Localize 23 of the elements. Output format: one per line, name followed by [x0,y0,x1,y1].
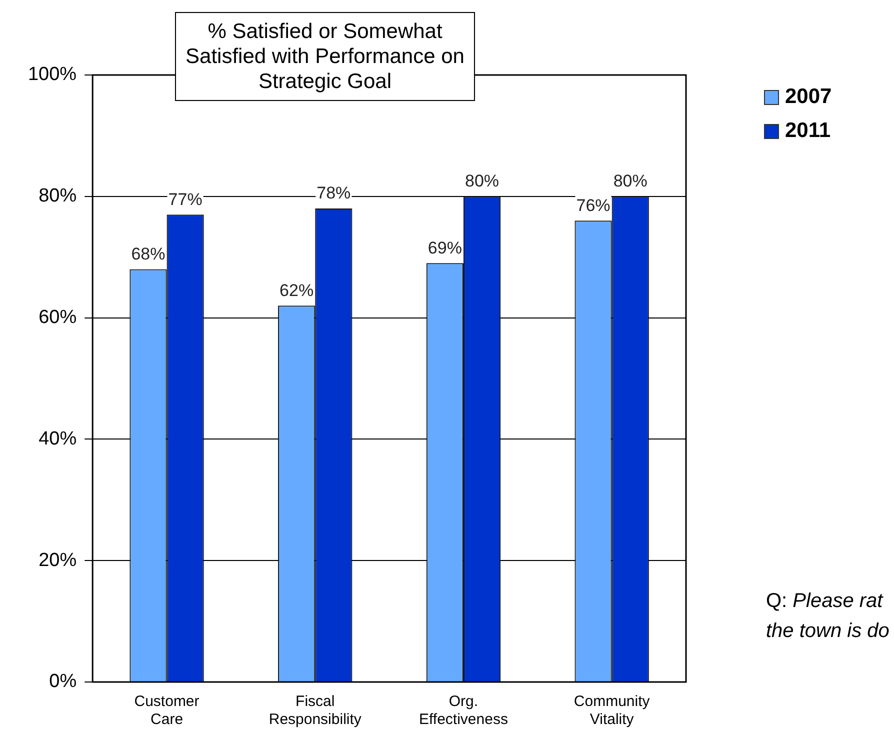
data-label: 77% [168,190,202,209]
y-tick-label: 60% [38,307,77,328]
x-tick-label: Customer Care [134,693,200,728]
data-label: 76% [576,196,610,215]
x-tick-label: Fiscal Responsibility [268,693,362,728]
data-label: 69% [428,238,462,258]
y-tick-label: 80% [38,186,77,207]
data-label: 80% [465,172,500,191]
data-label: 68% [131,244,166,264]
y-tick-label: 100% [28,64,77,86]
legend-label: 2011 [785,119,831,143]
y-tick-label: 40% [38,428,77,450]
data-label: 62% [280,280,314,300]
text: Q: Please rat [766,589,884,614]
data-label: 78% [316,184,351,203]
legend-label: 2007 [785,85,832,109]
data-label: 80% [613,172,648,191]
x-tick-label: Community Vitality [574,693,650,728]
y-tick-label: 20% [38,550,77,571]
x-tick-label: Org. Effectiveness [418,693,508,728]
y-tick-label: 0% [49,671,77,692]
text: the town is do [766,620,890,642]
chart-title: % Satisfied or Somewhat Satisfied with Performance on Strategic Goal [175,12,475,101]
